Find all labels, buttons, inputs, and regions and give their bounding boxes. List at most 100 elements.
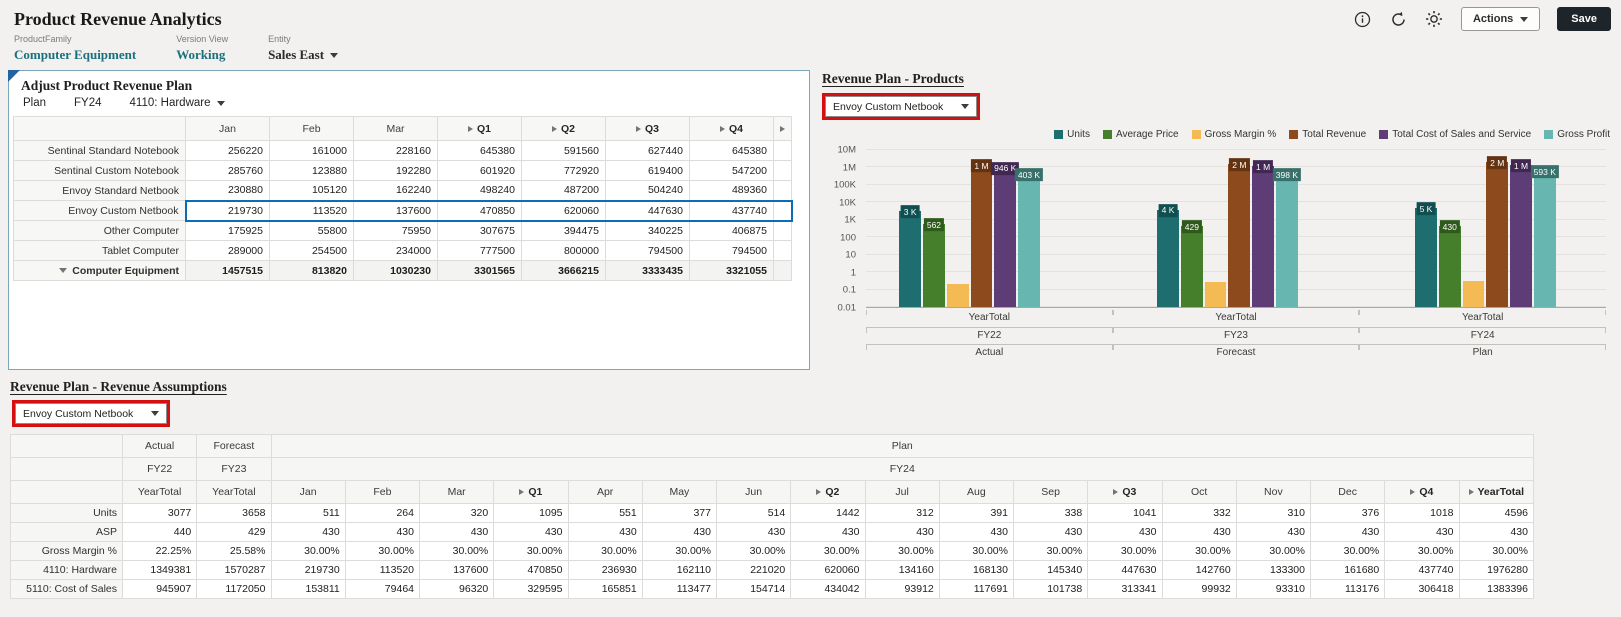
grid-cell[interactable]: 1041 xyxy=(1087,503,1163,523)
period-header[interactable]: Q1 xyxy=(493,480,569,504)
grid-cell[interactable]: 285760 xyxy=(185,160,270,181)
grid-cell[interactable]: 377 xyxy=(641,503,718,523)
pov-product-family[interactable]: ProductFamily Computer Equipment xyxy=(14,34,136,63)
grid-cell[interactable]: 219730 xyxy=(270,560,346,580)
pov-version[interactable]: Version View Working xyxy=(176,34,228,63)
period-header[interactable]: Aug xyxy=(938,480,1015,504)
gear-icon[interactable] xyxy=(1425,10,1444,29)
grid-cell[interactable]: 430 xyxy=(1087,522,1163,542)
expand-icon[interactable] xyxy=(467,125,473,132)
period-header[interactable]: Feb xyxy=(344,480,421,504)
row-header[interactable]: 5110: Cost of Sales xyxy=(10,579,123,599)
legend-item[interactable]: Average Price xyxy=(1102,129,1179,140)
scenario-header[interactable]: Actual xyxy=(121,434,198,458)
period-header[interactable]: Mar xyxy=(418,480,495,504)
grid-cell[interactable]: 329595 xyxy=(493,579,569,599)
grid-cell[interactable]: 307675 xyxy=(437,220,522,241)
row-header[interactable]: Sentinal Standard Notebook xyxy=(13,140,186,161)
period-header[interactable]: Q4 xyxy=(1384,480,1460,504)
grid-cell[interactable]: 113520 xyxy=(269,199,354,222)
grid-cell[interactable]: 142760 xyxy=(1161,560,1237,580)
grid-cell[interactable]: 113176 xyxy=(1309,579,1386,599)
grid-cell[interactable]: 137600 xyxy=(353,199,438,222)
pov-member-year[interactable]: FY24 xyxy=(74,97,102,109)
chart-bar-units[interactable]: 3 K xyxy=(899,205,922,307)
year-header[interactable]: FY22 xyxy=(121,457,198,481)
grid-cell[interactable]: 168130 xyxy=(938,560,1015,580)
grid-cell[interactable]: 93310 xyxy=(1235,579,1312,599)
scenario-header[interactable]: Plan xyxy=(270,434,1534,458)
period-header[interactable]: YearTotal xyxy=(1458,480,1534,504)
period-header[interactable]: May xyxy=(641,480,718,504)
chart-bar-average-price[interactable]: 430 xyxy=(1438,220,1461,307)
grid-cell[interactable]: 22.25% xyxy=(121,541,198,561)
year-header[interactable]: FY24 xyxy=(270,457,1534,481)
grid-cell[interactable]: 30.00% xyxy=(270,541,346,561)
grid-cell[interactable]: 30.00% xyxy=(1235,541,1312,561)
period-header[interactable]: Q3 xyxy=(1087,480,1163,504)
grid-cell[interactable]: 3333435 xyxy=(605,260,690,281)
grid-cell[interactable]: 430 xyxy=(1384,522,1460,542)
chart-bar-gross-profit[interactable]: 403 K xyxy=(1014,168,1044,307)
period-header[interactable]: Jan xyxy=(270,480,346,504)
grid-cell[interactable]: 645380 xyxy=(437,140,522,161)
grid-cell[interactable]: 813820 xyxy=(269,260,354,281)
grid-cell[interactable]: 794500 xyxy=(605,240,690,261)
grid-cell[interactable]: 434042 xyxy=(790,579,866,599)
grid-cell[interactable]: 93912 xyxy=(864,579,940,599)
period-header[interactable]: Sep xyxy=(1012,480,1089,504)
grid-cell[interactable]: 440 xyxy=(121,522,198,542)
row-header[interactable]: Other Computer xyxy=(13,220,186,241)
grid-cell[interactable]: 30.00% xyxy=(715,541,792,561)
row-header[interactable]: Units xyxy=(10,503,123,523)
grid-cell[interactable]: 30.00% xyxy=(1458,541,1534,561)
grid-cell[interactable]: 338 xyxy=(1012,503,1089,523)
grid-cell[interactable]: 430 xyxy=(418,522,495,542)
grid-cell[interactable]: 192280 xyxy=(353,160,438,181)
grid-cell[interactable]: 161680 xyxy=(1309,560,1386,580)
grid-cell[interactable]: 30.00% xyxy=(493,541,569,561)
column-header[interactable]: Q4 xyxy=(689,116,774,141)
grid-cell[interactable]: 221020 xyxy=(715,560,792,580)
grid-cell[interactable]: 162240 xyxy=(353,180,438,201)
chart-bar-total-cost-of-sales-and-service[interactable]: 1 M xyxy=(1252,160,1275,307)
grid-cell[interactable]: 394475 xyxy=(521,220,606,241)
chart-bar-total-revenue[interactable]: 2 M xyxy=(1228,158,1251,307)
grid-cell[interactable]: 437740 xyxy=(689,199,774,222)
grid-cell[interactable]: 429 xyxy=(196,522,272,542)
grid-cell[interactable]: 447630 xyxy=(1087,560,1163,580)
period-header[interactable]: YearTotal xyxy=(121,480,198,504)
grid-cell[interactable]: 310 xyxy=(1235,503,1312,523)
grid-cell[interactable]: 406875 xyxy=(689,220,774,241)
row-header[interactable]: Sentinal Custom Notebook xyxy=(13,160,186,181)
grid-cell[interactable]: 96320 xyxy=(418,579,495,599)
chart-bar-gross-profit[interactable]: 398 K xyxy=(1272,168,1301,307)
grid-cell[interactable]: 487200 xyxy=(521,180,606,201)
grid-cell[interactable]: 504240 xyxy=(605,180,690,201)
year-header[interactable]: FY23 xyxy=(196,457,272,481)
pov-member-scenario[interactable]: Plan xyxy=(23,97,47,109)
grid-cell[interactable]: 627440 xyxy=(605,140,690,161)
refresh-icon[interactable] xyxy=(1389,10,1408,29)
grid-cell[interactable]: 289000 xyxy=(185,240,270,261)
info-icon[interactable] xyxy=(1353,10,1372,29)
grid-cell[interactable]: 117691 xyxy=(938,579,1015,599)
grid-cell[interactable]: 30.00% xyxy=(567,541,643,561)
chart-bar-gross-margin-[interactable] xyxy=(1462,281,1485,307)
chart-bar-average-price[interactable]: 429 xyxy=(1180,220,1203,307)
legend-item[interactable]: Total Revenue xyxy=(1289,129,1366,140)
grid-cell[interactable]: 312 xyxy=(864,503,940,523)
period-header[interactable]: Jul xyxy=(864,480,940,504)
grid-cell[interactable]: 470850 xyxy=(493,560,569,580)
chart-bar-units[interactable]: 4 K xyxy=(1157,204,1179,307)
grid-cell[interactable]: 601920 xyxy=(437,160,522,181)
grid-cell[interactable]: 1383396 xyxy=(1458,579,1534,599)
grid-cell[interactable]: 3321055 xyxy=(689,260,774,281)
chart-bar-total-cost-of-sales-and-service[interactable]: 1 M xyxy=(1510,159,1532,307)
grid-cell[interactable]: 437740 xyxy=(1384,560,1460,580)
grid-cell[interactable]: 79464 xyxy=(344,579,421,599)
chart-bar-total-revenue[interactable]: 1 M xyxy=(970,159,993,307)
grid-cell[interactable]: 945907 xyxy=(121,579,198,599)
row-header[interactable]: Envoy Custom Netbook xyxy=(13,200,186,221)
grid-cell[interactable]: 4596 xyxy=(1458,503,1534,523)
